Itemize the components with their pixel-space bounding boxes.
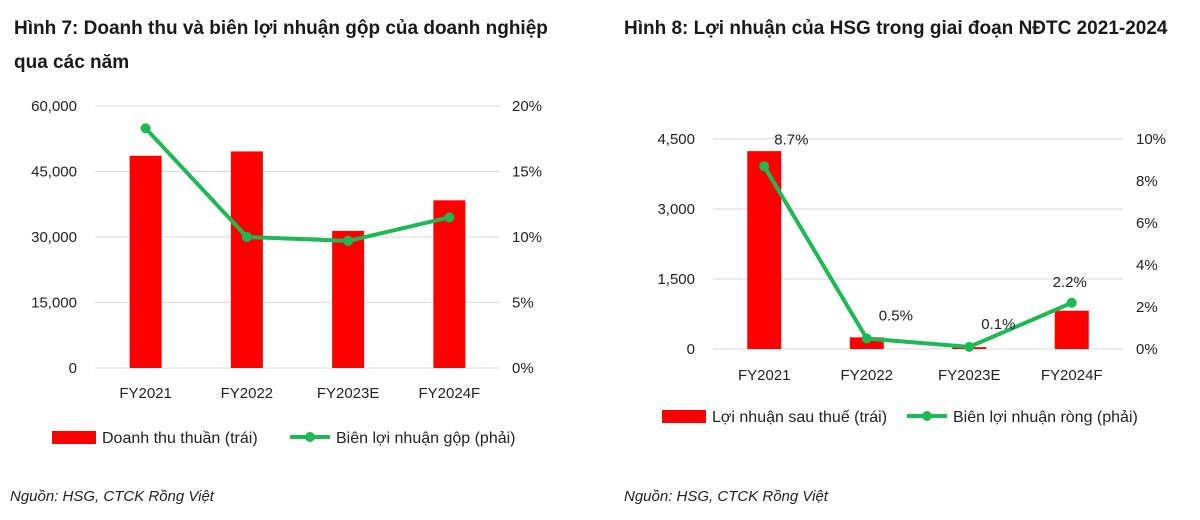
line-point <box>759 161 770 172</box>
y-right-tick-label: 0% <box>1136 341 1158 358</box>
x-tick-label: FY2024F <box>1041 367 1103 384</box>
bar <box>129 155 162 368</box>
x-tick-label: FY2023E <box>317 385 380 402</box>
figure-7-chart: 0 15,000 30,000 45,000 60,000 0% 5% 10% 15% 20% FY… <box>31 98 542 447</box>
series-line <box>144 126 450 243</box>
y-right-tick-label: 15% <box>512 164 542 181</box>
figure-7-source: Nguồn: HSG, CTCK Rồng Việt <box>10 488 214 505</box>
bar <box>332 230 365 368</box>
line-point <box>444 212 455 223</box>
legend-line-marker <box>922 411 932 421</box>
line-point <box>140 123 151 134</box>
y-right-tick-label: 6% <box>1136 215 1158 232</box>
data-label: 0.1% <box>981 316 1015 333</box>
x-tick-label: FY2021 <box>738 367 791 384</box>
y-right-tick-label: 0% <box>512 360 534 377</box>
bar <box>1054 310 1089 349</box>
legend-label-line: Biên lợi nhuận gộp (phải) <box>336 430 516 447</box>
data-label: 2.2% <box>1053 274 1087 291</box>
y-left-tick-label: 30,000 <box>31 229 77 246</box>
line-point <box>861 333 872 344</box>
line-point <box>343 235 354 246</box>
figure-8-source: Nguồn: HSG, CTCK Rồng Việt <box>624 488 828 505</box>
y-left-tick-label: 0 <box>687 341 695 358</box>
line-point <box>1066 297 1077 308</box>
y-left-tick-label: 3,000 <box>657 201 695 218</box>
bar <box>747 151 782 349</box>
bar <box>230 151 263 368</box>
y-right-tick-label: 2% <box>1136 299 1158 316</box>
legend-bar-swatch <box>52 431 96 444</box>
y-left-tick-label: 60,000 <box>31 98 77 115</box>
data-label: 8.7% <box>774 131 808 148</box>
legend-label-bar: Doanh thu thuần (trái) <box>102 430 258 447</box>
legend-label-bar: Lợi nhuận sau thuế (trái) <box>712 409 887 426</box>
x-tick-label: FY2021 <box>119 385 172 402</box>
legend-label-line: Biên lợi nhuận ròng (phải) <box>953 409 1138 426</box>
figure-7-title: Hình 7: Doanh thu và biên lợi nhuận gộp … <box>14 18 548 73</box>
figure-8: Hình 8: Lợi nhuận của HSG trong giai đoạ… <box>610 0 1200 520</box>
x-tick-label: FY2024F <box>419 385 481 402</box>
series-line <box>762 165 1073 349</box>
figure-7: Hình 7: Doanh thu và biên lợi nhuận gộp … <box>0 0 580 520</box>
line-point <box>241 232 252 242</box>
legend-line-marker <box>305 432 315 442</box>
y-right-tick-label: 5% <box>512 295 534 312</box>
x-tick-label: FY2022 <box>840 367 893 384</box>
x-tick-label: FY2023E <box>938 367 1001 384</box>
y-right-tick-label: 20% <box>512 98 542 115</box>
line-point <box>964 341 975 352</box>
data-label: 0.5% <box>879 308 913 325</box>
figure-8-title: Hình 8: Lợi nhuận của HSG trong giai đoạ… <box>624 18 1168 39</box>
y-right-tick-label: 10% <box>512 229 542 246</box>
y-right-tick-label: 8% <box>1136 173 1158 190</box>
y-left-tick-label: 0 <box>69 360 77 377</box>
y-left-tick-label: 45,000 <box>31 164 77 181</box>
x-tick-label: FY2022 <box>221 385 274 402</box>
figure-8-chart: 0 1,500 3,000 4,500 0% 2% 4% 6% 8% 10% FY2021 FY202… <box>657 131 1166 426</box>
bar <box>433 200 466 368</box>
y-right-tick-label: 10% <box>1136 131 1166 148</box>
legend-bar-swatch <box>662 410 706 423</box>
y-right-tick-label: 4% <box>1136 257 1158 274</box>
y-left-tick-label: 15,000 <box>31 295 77 312</box>
y-left-tick-label: 1,500 <box>657 271 695 288</box>
y-left-tick-label: 4,500 <box>657 131 695 148</box>
